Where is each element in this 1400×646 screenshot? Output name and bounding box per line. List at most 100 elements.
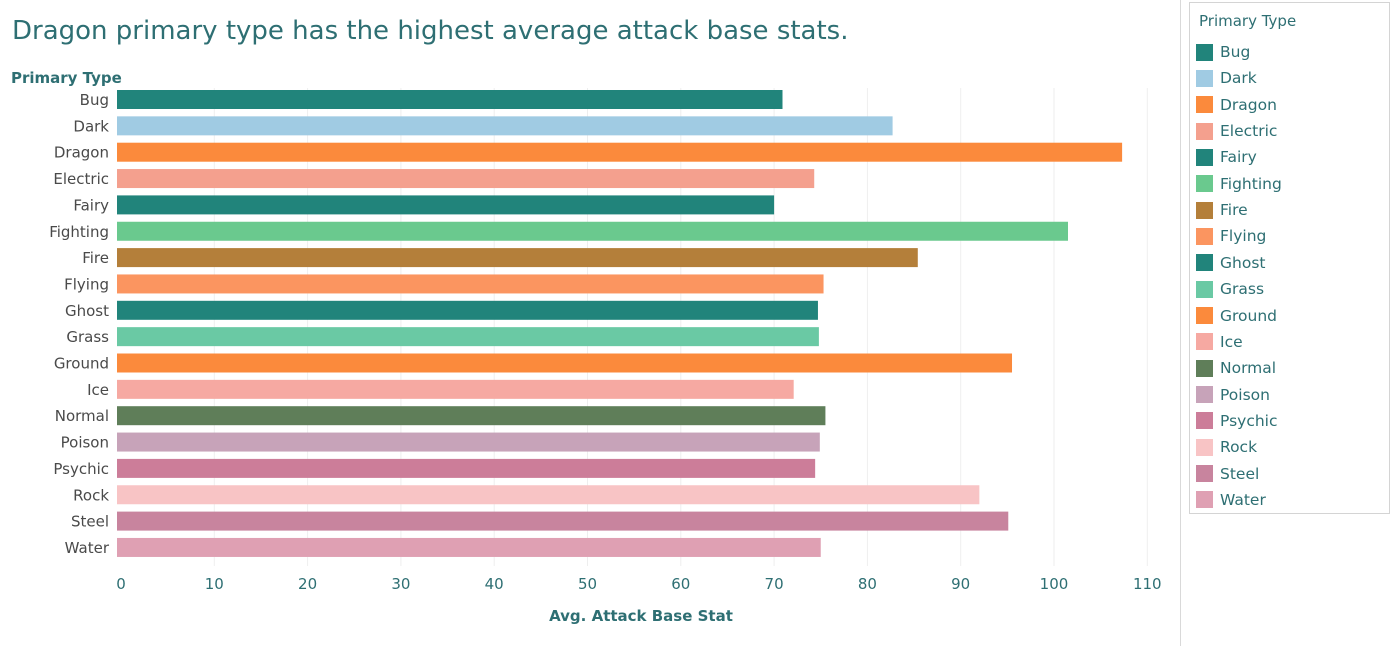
legend-item-bug[interactable]: Bug xyxy=(1196,42,1250,62)
category-label: Water xyxy=(65,539,110,557)
chart-title: Dragon primary type has the highest aver… xyxy=(12,16,849,46)
bar-water[interactable] xyxy=(117,537,821,557)
legend-label: Poison xyxy=(1220,385,1270,404)
category-label: Dragon xyxy=(54,144,109,162)
x-tick-label: 30 xyxy=(391,575,410,593)
bar-steel[interactable] xyxy=(117,511,1009,531)
gridlines xyxy=(213,88,1148,566)
legend-swatch xyxy=(1196,307,1213,324)
legend-label: Dark xyxy=(1220,69,1257,88)
legend-swatch xyxy=(1196,69,1213,87)
legend-item-ice[interactable]: Ice xyxy=(1196,332,1243,352)
legend-swatch xyxy=(1196,227,1213,245)
legend-label: Normal xyxy=(1220,359,1277,378)
legend-swatch xyxy=(1196,359,1213,377)
bar-psychic[interactable] xyxy=(117,458,816,478)
bar-poison[interactable] xyxy=(117,432,820,452)
x-tick-label: 40 xyxy=(485,575,504,593)
legend-label: Fairy xyxy=(1220,148,1257,167)
legend-item-steel[interactable]: Steel xyxy=(1196,464,1259,484)
bar-bug[interactable] xyxy=(117,90,783,109)
category-label: Electric xyxy=(53,170,109,188)
legend: Primary Type Bug Dark Dragon Electric Fairy F… xyxy=(1189,2,1390,514)
category-labels: Bug Dark Dragon Electric Fairy Fighting Fire Fl… xyxy=(49,91,110,557)
legend-label: Grass xyxy=(1220,280,1265,299)
legend-title: Primary Type xyxy=(1199,12,1297,30)
legend-swatch xyxy=(1196,333,1213,351)
legend-item-dragon[interactable]: Dragon xyxy=(1196,95,1277,115)
category-label: Ground xyxy=(54,355,109,373)
legend-item-ghost[interactable]: Ghost xyxy=(1196,253,1265,273)
category-label: Grass xyxy=(66,328,109,346)
bar-ground[interactable] xyxy=(117,353,1013,373)
bar-dark[interactable] xyxy=(117,116,893,136)
category-label: Normal xyxy=(55,407,109,425)
legend-label: Electric xyxy=(1220,122,1278,141)
legend-label: Steel xyxy=(1220,464,1260,483)
legend-label: Ice xyxy=(1220,332,1243,351)
category-label: Steel xyxy=(71,513,109,531)
bar-ghost[interactable] xyxy=(117,300,818,320)
legend-label: Fighting xyxy=(1220,174,1282,193)
bar-rock[interactable] xyxy=(117,485,980,505)
category-label: Fairy xyxy=(73,196,109,214)
x-tick-label: 0 xyxy=(116,575,126,593)
legend-item-rock[interactable]: Rock xyxy=(1196,437,1257,457)
legend-swatch xyxy=(1196,412,1213,430)
category-label: Dark xyxy=(73,117,109,135)
x-tick-label: 10 xyxy=(205,575,224,593)
x-tick-labels: 0 10 20 30 40 50 60 70 80 90 100 110 xyxy=(116,575,1161,593)
bar-flying[interactable] xyxy=(117,274,824,294)
x-tick-label: 80 xyxy=(858,575,877,593)
bar-normal[interactable] xyxy=(117,406,826,426)
legend-label: Dragon xyxy=(1220,95,1277,114)
bar-fighting[interactable] xyxy=(117,221,1068,241)
x-tick-label: 60 xyxy=(671,575,690,593)
legend-swatch xyxy=(1196,96,1213,114)
bar-dragon[interactable] xyxy=(117,142,1123,162)
legend-item-fire[interactable]: Fire xyxy=(1196,200,1248,220)
legend-swatch xyxy=(1196,465,1213,483)
legend-item-dark[interactable]: Dark xyxy=(1196,68,1257,88)
legend-label: Ground xyxy=(1220,306,1278,325)
legend-swatch xyxy=(1196,122,1213,140)
x-axis-title: Avg. Attack Base Stat xyxy=(549,607,733,625)
x-tick-label: 50 xyxy=(578,575,597,593)
legend-swatch xyxy=(1196,148,1213,166)
legend-swatch xyxy=(1196,175,1213,193)
legend-swatch xyxy=(1196,438,1213,456)
category-label: Ghost xyxy=(65,302,109,320)
category-label: Psychic xyxy=(53,460,109,478)
x-tick-label: 20 xyxy=(298,575,317,593)
legend-item-fairy[interactable]: Fairy xyxy=(1196,147,1257,167)
y-axis-title: Primary Type xyxy=(11,69,122,87)
bar-ice[interactable] xyxy=(117,379,794,399)
legend-item-flying[interactable]: Flying xyxy=(1196,226,1266,246)
category-label: Fighting xyxy=(49,223,109,241)
legend-item-psychic[interactable]: Psychic xyxy=(1196,411,1278,431)
legend-item-poison[interactable]: Poison xyxy=(1196,385,1270,405)
category-label: Bug xyxy=(80,91,109,109)
bar-grass[interactable] xyxy=(117,327,819,347)
legend-item-fighting[interactable]: Fighting xyxy=(1196,174,1282,194)
bar-fire[interactable] xyxy=(117,248,918,268)
legend-item-normal[interactable]: Normal xyxy=(1196,358,1276,378)
bar-fairy[interactable] xyxy=(117,195,775,215)
bar-electric[interactable] xyxy=(117,169,815,189)
x-tick-label: 90 xyxy=(951,575,970,593)
panel-divider xyxy=(1180,0,1181,646)
legend-label: Water xyxy=(1220,490,1266,509)
bars xyxy=(117,90,1123,557)
legend-item-grass[interactable]: Grass xyxy=(1196,279,1264,299)
category-label: Rock xyxy=(73,486,109,504)
legend-swatch xyxy=(1196,386,1213,404)
x-tick-label: 100 xyxy=(1040,575,1069,593)
legend-item-electric[interactable]: Electric xyxy=(1196,121,1277,141)
legend-label: Bug xyxy=(1220,43,1251,61)
legend-label: Fire xyxy=(1220,201,1248,220)
x-tick-label: 110 xyxy=(1133,575,1162,593)
bar-chart: Bug Dark Dragon Electric Fairy Fighting Fire Fl… xyxy=(11,69,1162,625)
legend-item-water[interactable]: Water xyxy=(1196,490,1266,510)
legend-label: Rock xyxy=(1220,438,1258,457)
legend-item-ground[interactable]: Ground xyxy=(1196,306,1277,326)
